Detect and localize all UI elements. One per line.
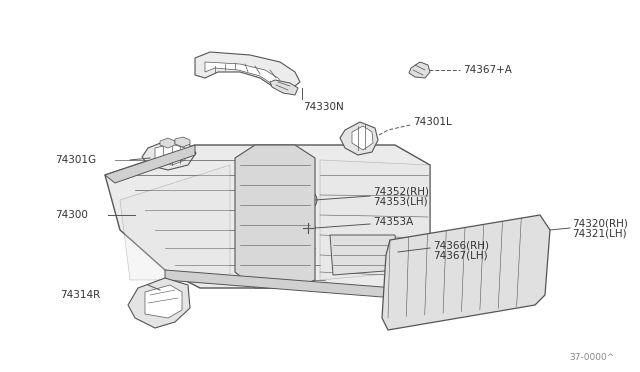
Text: 74366(RH): 74366(RH) [433,240,489,250]
Polygon shape [320,160,430,280]
Circle shape [304,196,312,204]
Text: 74352(RH): 74352(RH) [373,187,429,197]
Text: 74320(RH): 74320(RH) [572,219,628,229]
Text: 74301L: 74301L [413,117,452,127]
Polygon shape [409,62,430,78]
Polygon shape [155,144,185,165]
Polygon shape [128,278,190,328]
Polygon shape [352,126,373,150]
Text: 74314R: 74314R [60,290,100,300]
Polygon shape [145,285,182,318]
Polygon shape [175,137,190,147]
Text: 74330N: 74330N [303,102,344,112]
Polygon shape [105,145,195,183]
Text: 74301G: 74301G [55,155,96,165]
Polygon shape [382,215,550,330]
Polygon shape [330,235,398,275]
Polygon shape [120,165,230,280]
Polygon shape [142,140,196,170]
Polygon shape [340,122,378,155]
Text: 74367+A: 74367+A [463,65,512,75]
Text: 74353(LH): 74353(LH) [373,197,428,207]
Text: 74300: 74300 [55,210,88,220]
Polygon shape [165,270,395,298]
Text: 37-0000^: 37-0000^ [570,353,615,362]
Polygon shape [160,138,175,148]
Polygon shape [270,80,298,95]
Polygon shape [195,52,300,90]
Polygon shape [235,145,315,288]
Text: 74367(LH): 74367(LH) [433,251,488,261]
Text: 74353A: 74353A [373,217,413,227]
Text: 74321(LH): 74321(LH) [572,229,627,239]
Polygon shape [105,145,430,288]
Polygon shape [205,62,283,86]
